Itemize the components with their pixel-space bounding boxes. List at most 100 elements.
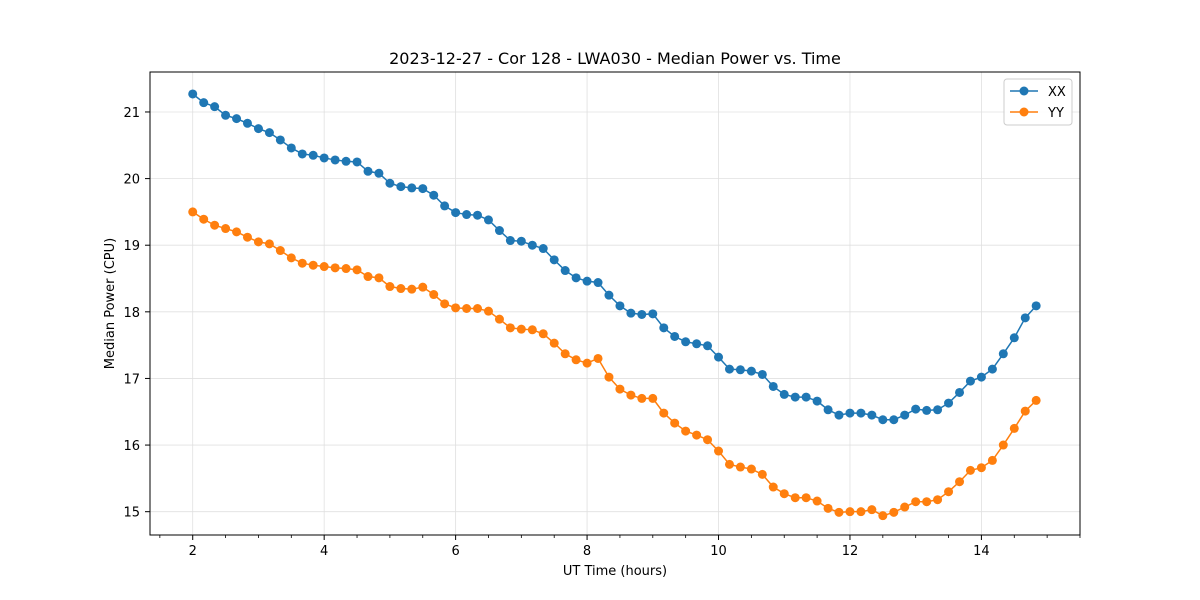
series-xx-point [483,215,493,225]
series-yy-point [275,246,285,256]
series-xx-point [560,266,570,276]
series-xx-point [429,190,439,200]
series-xx-point [757,369,767,379]
series-xx-point [199,98,209,108]
series-yy-point [757,469,767,479]
series-yy-point [681,426,691,436]
series-xx-point [922,405,932,415]
series-yy-point [527,325,537,335]
series-yy-point [407,284,417,294]
series-xx-point [253,124,263,134]
series-yy-point [363,272,373,282]
series-yy-point [976,463,986,473]
series-yy-point [604,372,614,382]
series-xx-point [593,278,603,288]
series-xx-point [319,153,329,163]
series-yy-point [286,253,296,263]
series-xx-point [352,157,362,167]
series-yy-point [812,496,822,506]
series-xx-point [615,301,625,311]
series-yy-point [768,482,778,492]
series-xx-point [494,226,504,236]
series-xx-point [286,143,296,153]
y-tick-label: 20 [123,173,140,188]
series-yy-point [494,314,504,324]
series-yy-point [560,349,570,359]
grid-layer [150,72,1080,535]
series-xx-point [264,128,274,138]
series-xx-point [571,273,581,283]
series-yy-point [418,282,428,292]
series-xx-point [232,114,242,124]
x-axis-label: UT Time (hours) [563,564,667,579]
series-yy-point [451,303,461,313]
series-xx-point [604,290,614,300]
series-xx-point [363,166,373,176]
plot-frame [149,71,1081,536]
series-yy-point [834,507,844,517]
series-xx-point [330,155,340,165]
series-xx-point [549,255,559,265]
series-yy-point [429,290,439,300]
series-xx-point [538,244,548,254]
series-yy-point [593,353,603,363]
y-tick-label: 18 [123,306,140,321]
series-xx-point [396,182,406,192]
series-yy-point [374,273,384,283]
series-yy-point [692,430,702,440]
x-tick-label: 14 [973,544,990,559]
series-xx-point [1020,313,1030,323]
series-xx-point [505,236,515,246]
series-xx-point [944,398,954,408]
legend-yy-marker [1019,107,1029,117]
series-xx-point [878,415,888,425]
x-tick-label: 4 [320,544,328,559]
series-xx-point [889,415,899,425]
series-xx-line [192,93,1037,421]
series-yy-point [319,262,329,272]
series-yy-point [199,214,209,224]
series-yy-point [462,304,472,313]
axes-layer: 2 4 6 8 10 12 14 15 16 17 18 19 20 21 [123,106,1081,559]
series-xx-point [735,365,745,375]
series-xx-point [659,323,669,333]
series-yy-point [801,493,811,503]
series-xx-point [768,381,778,391]
legend-xx-marker [1019,86,1029,96]
y-tick-label: 16 [123,439,140,454]
series-yy-point [538,329,548,339]
series-xx-point [823,405,833,415]
series-yy-point [440,299,450,309]
series-xx-point [242,118,252,128]
series-yy-point [1009,423,1019,433]
series-yy-point [341,264,351,274]
series-yy-point [703,435,713,445]
series-yy-point [856,507,866,517]
series-yy-point [648,393,658,403]
series-yy-point [253,237,263,247]
series-yy-point [516,324,526,334]
series-xx-point [341,156,351,166]
series-yy-point [242,232,252,242]
legend-xx-label: XX [1048,85,1066,100]
series-xx-point [418,184,428,194]
series-xx-point [724,364,734,374]
series-yy-point [714,446,724,456]
x-tick-label: 6 [451,544,459,559]
series-xx-point [933,405,943,415]
series-yy-point [505,323,515,333]
series-yy-point [944,487,954,497]
series-xx-point [648,309,658,319]
series-yy-point [735,462,745,472]
series-xx-point [637,309,647,319]
series-yy-point [473,304,482,313]
series-yy-point [889,507,899,517]
series-yy-point [922,497,932,507]
series-yy-point [264,239,274,249]
series-xx-point [976,372,986,382]
series-yy-point [232,227,242,237]
series-xx-point [407,183,417,193]
x-tick-label: 10 [710,544,727,559]
series-yy-point [955,477,965,487]
